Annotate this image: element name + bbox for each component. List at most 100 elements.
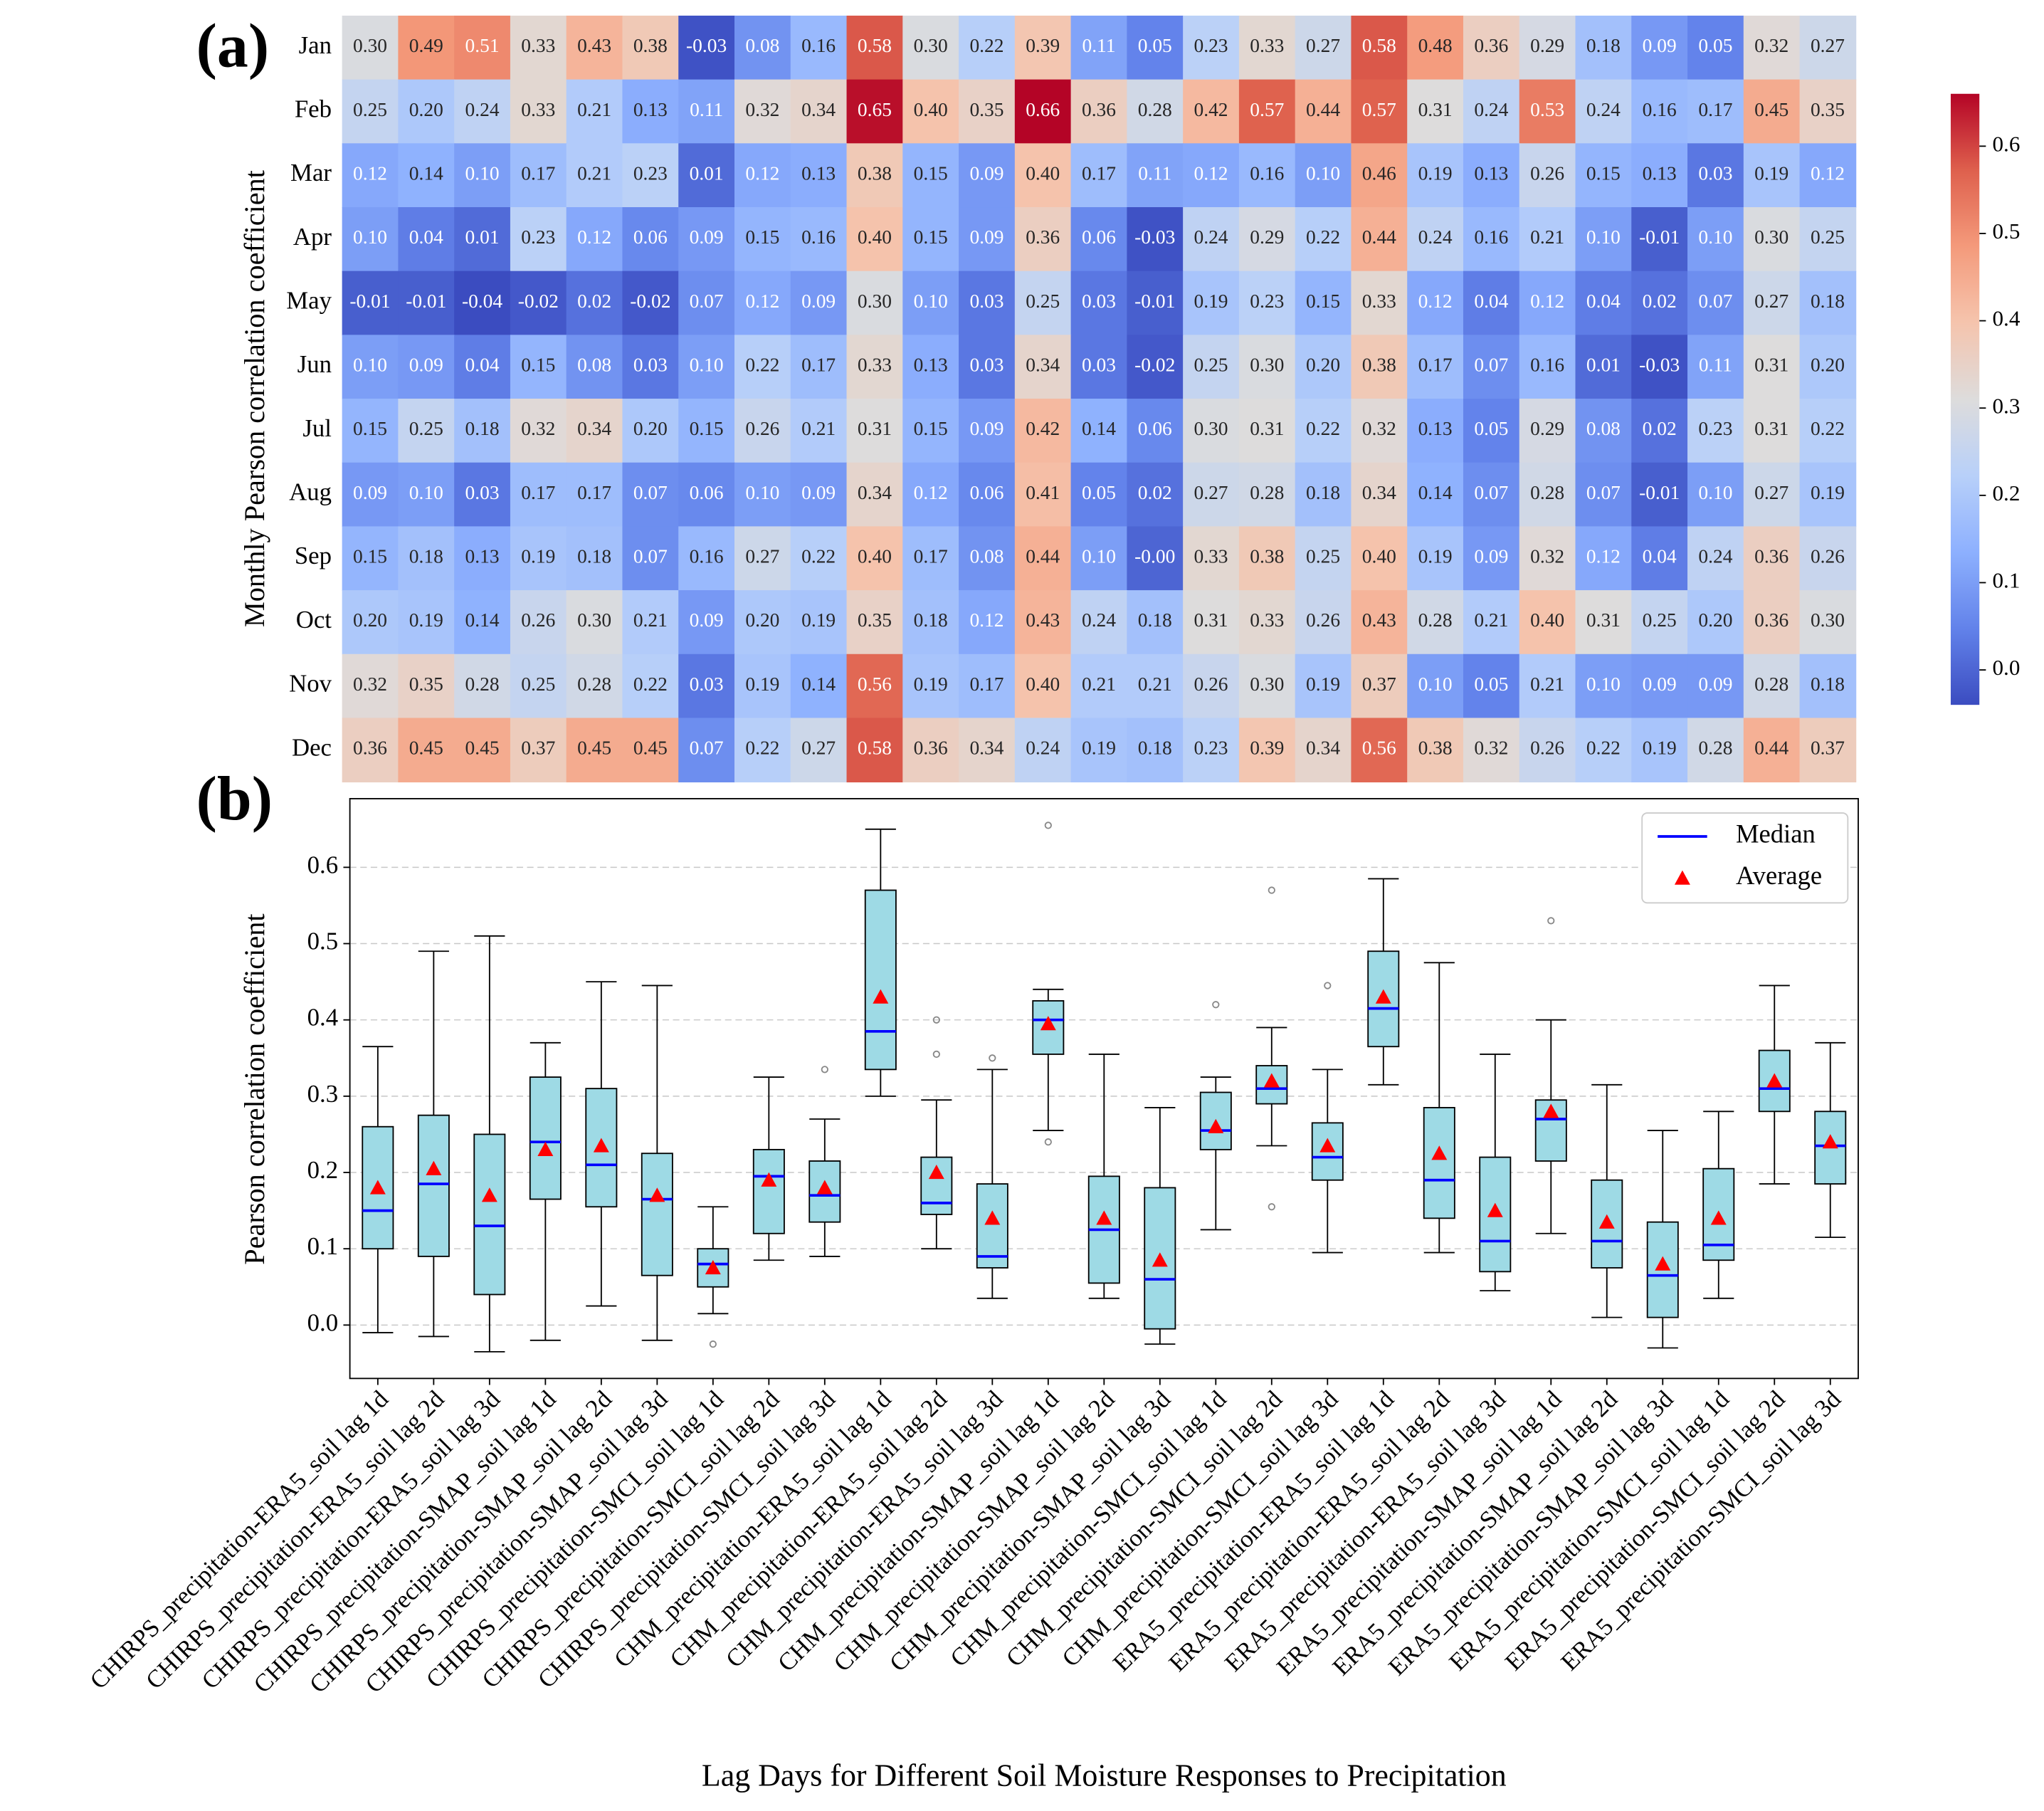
cell-label: 0.37 [1811,737,1845,759]
heatmap-cell [678,590,735,655]
cell-label: 0.03 [1082,290,1116,312]
cell-label: 0.33 [521,99,555,120]
heatmap-cell [622,143,680,208]
cell-label: 0.11 [1138,162,1171,184]
cell-label: 0.31 [858,418,892,439]
heatmap-cell [1519,271,1576,336]
heatmap-cell [1687,143,1744,208]
y-tick-label: 0.5 [307,928,338,955]
cell-label: 0.09 [690,609,724,631]
heatmap-cell [454,335,511,399]
heatmap-cell [959,462,1016,527]
heatmap-cell [1014,653,1072,719]
heatmap-cell [1351,399,1408,463]
row-label: Jan [299,31,332,59]
cell-label: 0.34 [801,99,836,120]
cell-label: 0.14 [409,162,443,184]
mean-marker [649,1187,665,1202]
outlier [1212,1001,1220,1009]
cell-label: 0.16 [1643,99,1677,120]
box [1423,1107,1455,1219]
cell-label: 0.19 [1643,737,1677,759]
cell-label: 0.36 [914,737,948,759]
heatmap-cell [1631,718,1688,783]
cell-label: 0.29 [1250,226,1284,248]
heatmap-cell [1687,653,1744,719]
cell-label: 0.18 [465,418,500,439]
heatmap-cell [398,15,455,80]
cell-label: 0.01 [690,162,724,184]
y-tick-label: 0.0 [307,1308,338,1336]
cell-label: 0.29 [1530,35,1564,56]
heatmap-cell [398,335,455,399]
heatmap-cell [1351,718,1408,783]
cell-label: 0.25 [521,673,555,695]
cell-label: 0.07 [1586,482,1621,503]
cell-label: 0.26 [1530,162,1564,184]
cell-label: 0.30 [577,609,611,631]
cell-label: 0.02 [1643,290,1677,312]
cell-label: 0.17 [914,546,948,567]
cell-label: 0.28 [1754,673,1788,695]
heatmap-cell [1519,590,1576,655]
cell-label: 0.09 [969,162,1003,184]
cell-label: 0.20 [633,418,668,439]
heatmap-cell [1351,207,1408,272]
heatmap-cell [1295,335,1352,399]
mean-marker [816,1180,833,1195]
heatmap-cell [1743,653,1801,719]
mean-marker [1655,1256,1671,1271]
cell-label: 0.12 [745,290,779,312]
cell-label: 0.42 [1194,99,1228,120]
y-tick-label: 0.4 [307,1004,338,1032]
cell-label: 0.22 [969,35,1003,56]
heatmap-cell [1127,143,1184,208]
heatmap-cell [1238,15,1296,80]
heatmap-cell [1631,143,1688,208]
cell-label: 0.35 [858,609,892,631]
cell-label: 0.34 [858,482,892,503]
cell-label: 0.23 [1698,418,1732,439]
heatmap-cell [454,399,511,463]
heatmap-cell [1687,79,1744,145]
heatmap-cell [1238,207,1296,272]
heatmap-cell [1238,526,1296,592]
cell-label: 0.44 [1026,546,1060,567]
cell-label: 0.40 [858,546,892,567]
heatmap-cell [1014,143,1072,208]
cell-label: 0.17 [1418,355,1453,376]
cell-label: 0.19 [1082,737,1116,759]
heatmap-cell [454,653,511,719]
heatmap-cell [959,335,1016,399]
cell-label: 0.10 [745,482,779,503]
heatmap-cell [566,462,623,527]
cell-label: 0.11 [1082,35,1115,56]
heatmap-cell [734,271,791,336]
cell-label: 0.13 [633,99,668,120]
cell-label: 0.57 [1250,99,1284,120]
cell-label: 0.01 [1586,355,1621,376]
heatmap-cell [734,15,791,80]
cell-label: 0.43 [1362,609,1396,631]
heatmap-cell [398,653,455,719]
colorbar-tick-label: 0.3 [1993,393,2021,418]
box [641,1153,673,1276]
heatmap-cell [902,207,959,272]
heatmap-cell [846,15,904,80]
colorbar-tick-label: 0.2 [1993,481,2021,505]
cell-label: 0.32 [521,418,555,439]
heatmap-cell [1127,335,1184,399]
cell-label: 0.11 [690,99,723,120]
cell-label: 0.33 [1194,546,1228,567]
heatmap-cell [1463,399,1520,463]
cell-label: 0.30 [1250,355,1284,376]
heatmap-cell [1070,590,1128,655]
cell-label: 0.38 [633,35,668,56]
mean-marker [928,1165,944,1180]
cell-label: 0.27 [1811,35,1845,56]
heatmap-cell [1407,653,1464,719]
heatmap-cell [1687,207,1744,272]
cell-label: 0.25 [1194,355,1228,376]
heatmap-cell [1463,271,1520,336]
